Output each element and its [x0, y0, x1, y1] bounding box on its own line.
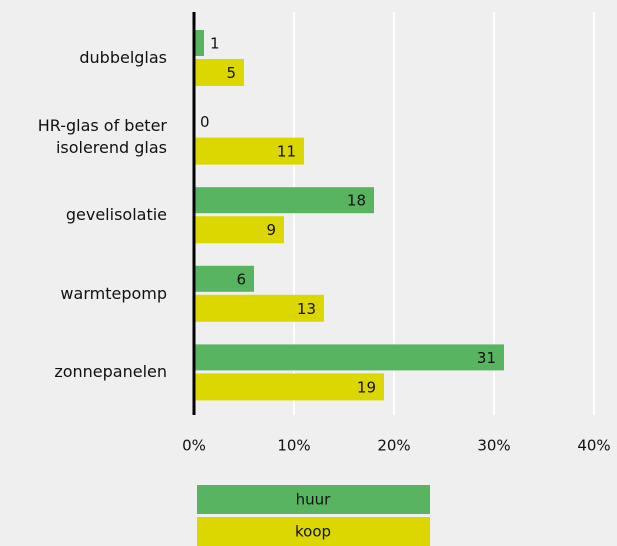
value-label: 1 [210, 35, 220, 53]
category-label: dubbelglas [79, 48, 167, 67]
category-label: gevelisolatie [65, 205, 167, 225]
bar [194, 265, 254, 292]
bar [194, 137, 304, 165]
value-label: 18 [347, 192, 366, 210]
x-tick-label: 40% [577, 437, 610, 455]
bar [194, 30, 204, 56]
bar [194, 294, 324, 322]
x-tick-label: 10% [277, 437, 310, 455]
bar [194, 59, 244, 86]
value-label: 13 [297, 300, 316, 318]
legend-swatch [197, 485, 430, 514]
category-label: HR-glas of beter isolerend glas [37, 115, 167, 157]
bar [194, 344, 504, 371]
value-label: 6 [236, 270, 246, 288]
value-label: 0 [200, 113, 210, 131]
category-label: zonnepanelen [54, 362, 167, 382]
category-label: warmtepomp [60, 283, 167, 303]
legend-label: huur [296, 491, 332, 509]
bar [194, 373, 384, 401]
x-tick-label: 20% [377, 437, 410, 455]
x-tick-label: 30% [477, 437, 510, 455]
legend-swatch [197, 517, 430, 546]
bar [194, 216, 284, 244]
value-label: 11 [277, 143, 296, 161]
bar [194, 187, 374, 214]
value-label: 19 [357, 378, 376, 396]
value-label: 5 [226, 64, 236, 82]
value-label: 31 [477, 349, 496, 367]
legend-label: koop [295, 523, 331, 541]
x-tick-label: 0% [182, 437, 206, 455]
value-label: 9 [266, 221, 276, 239]
